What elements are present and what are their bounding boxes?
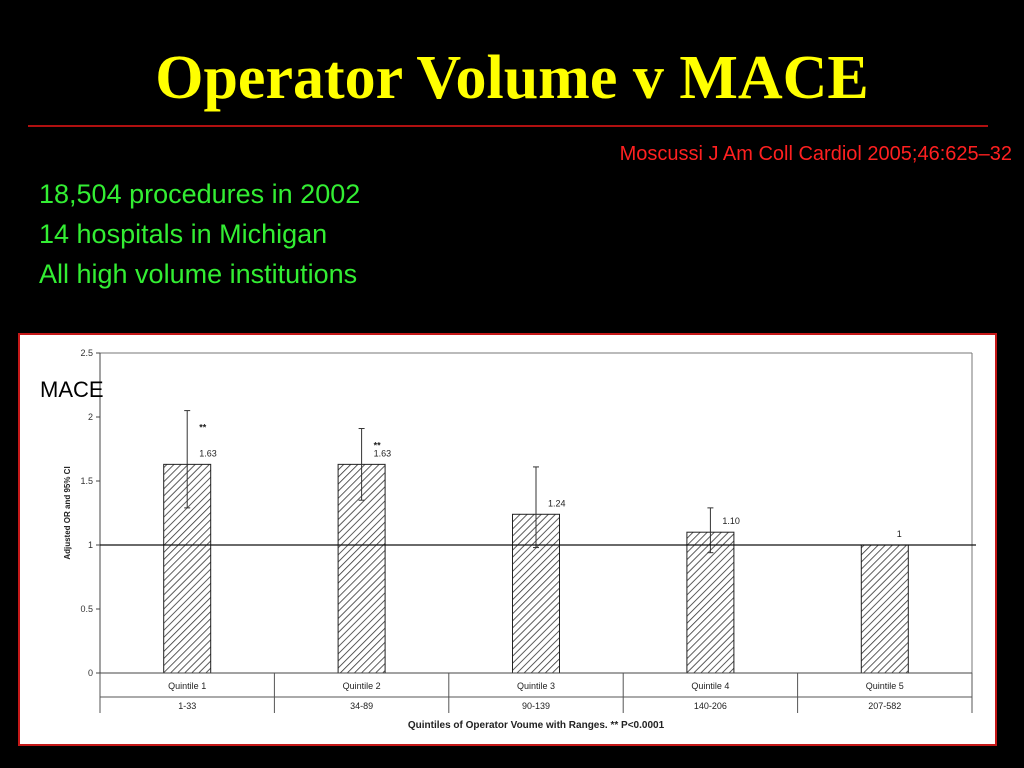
x-range-label: 34-89 — [350, 701, 373, 711]
bar — [860, 544, 909, 674]
bullet-list: 18,504 procedures in 2002 14 hospitals i… — [39, 174, 360, 294]
significance-marker: ** — [374, 441, 382, 451]
citation: Moscussi J Am Coll Cardiol 2005;46:625–3… — [619, 143, 1012, 165]
x-category-label: Quintile 2 — [343, 681, 381, 691]
chart-frame: 0 0.5 1 1.5 2 2.5 Adjusted OR and 95% CI 1.63 **… — [18, 333, 997, 746]
data-label: 1.24 — [548, 498, 566, 508]
y-axis-title: Adjusted OR and 95% CI — [63, 466, 72, 559]
y-tick-label: 2 — [88, 412, 93, 422]
bullet-item: 14 hospitals in Michigan — [39, 219, 328, 249]
title-divider — [28, 125, 988, 127]
chart-side-label: MACE — [40, 377, 104, 402]
x-range-label: 1-33 — [178, 701, 196, 711]
data-label: 1.10 — [722, 516, 740, 526]
x-range-label: 207-582 — [868, 701, 901, 711]
x-axis-title: Quintiles of Operator Voume with Ranges.… — [408, 720, 665, 731]
x-category-label: Quintile 5 — [866, 681, 904, 691]
x-category-label: Quintile 4 — [691, 681, 729, 691]
bullet-item: 18,504 procedures in 2002 — [39, 179, 361, 209]
data-label: 1.63 — [374, 448, 392, 458]
x-category-label: Quintile 3 — [517, 681, 555, 691]
x-category-label: Quintile 1 — [168, 681, 206, 691]
data-label: 1 — [897, 529, 902, 539]
y-tick-label: 2.5 — [80, 348, 93, 358]
x-range-label: 90-139 — [522, 701, 550, 711]
y-tick-label: 1 — [88, 540, 93, 550]
bullet-item: All high volume institutions — [39, 259, 358, 289]
y-tick-label: 1.5 — [80, 476, 93, 486]
y-tick-label: 0 — [88, 668, 93, 678]
significance-marker: ** — [199, 423, 207, 433]
x-range-label: 140-206 — [694, 701, 727, 711]
data-label: 1.63 — [199, 448, 217, 458]
y-tick-label: 0.5 — [80, 604, 93, 614]
bar — [686, 531, 735, 674]
slide-title: Operator Volume v MACE — [155, 44, 869, 112]
